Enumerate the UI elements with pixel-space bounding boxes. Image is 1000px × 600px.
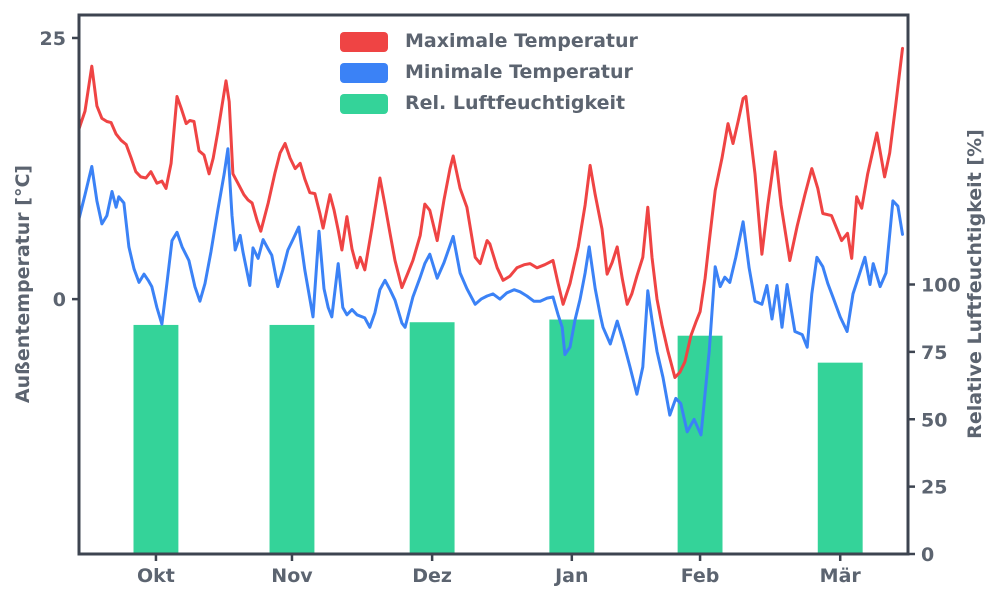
legend-swatch-humidity: [340, 93, 388, 114]
temperature-lines: [77, 46, 904, 437]
x-tick-label: Mär: [820, 565, 862, 587]
right-tick-label: 100: [921, 275, 961, 297]
humidity-bars: [133, 319, 863, 554]
legend-label-min-temp: Minimale Temperatur: [405, 61, 633, 83]
x-tick-label: Nov: [271, 565, 313, 587]
max-temp-line: [77, 46, 904, 379]
legend-label-humidity: Rel. Luftfeuchtigkeit: [405, 92, 626, 114]
x-tick-label: Dez: [412, 565, 452, 587]
axis-ticks: [72, 36, 915, 561]
right-tick-label: 75: [921, 342, 947, 364]
humidity-bar-jan: [549, 319, 595, 554]
humidity-bar-feb: [677, 335, 723, 554]
legend-label-max-temp: Maximale Temperatur: [405, 30, 638, 52]
chart-legend: Maximale Temperatur Minimale Temperatur …: [340, 31, 638, 114]
axis-tick-labels: 0 25 0 25 50 75 100 Okt Nov Dez Jan Feb Mär: [40, 28, 961, 587]
humidity-bar-okt: [133, 324, 179, 554]
min-temp-line: [77, 147, 904, 437]
x-tick-label: Jan: [553, 565, 588, 587]
right-tick-label: 50: [921, 409, 947, 431]
x-tick-label: Feb: [681, 565, 720, 587]
legend-item-max-temp: Maximale Temperatur: [340, 31, 638, 52]
left-tick-label: 25: [40, 28, 66, 50]
legend-item-min-temp: Minimale Temperatur: [340, 62, 638, 83]
x-tick-label: Okt: [137, 565, 175, 587]
right-axis-title: Relative Luftfeuchtigkeit [%]: [964, 129, 986, 439]
humidity-bar-nov: [269, 324, 315, 554]
legend-item-humidity: Rel. Luftfeuchtigkeit: [340, 93, 638, 114]
right-tick-label: 0: [921, 544, 934, 566]
legend-swatch-max-temp: [340, 31, 388, 52]
left-tick-label: 0: [53, 289, 66, 311]
legend-swatch-min-temp: [340, 62, 388, 83]
humidity-bar-dez: [409, 322, 455, 554]
humidity-bar-mär: [817, 362, 863, 554]
left-axis-title: Außentemperatur [°C]: [12, 165, 34, 403]
right-tick-label: 25: [921, 477, 947, 499]
